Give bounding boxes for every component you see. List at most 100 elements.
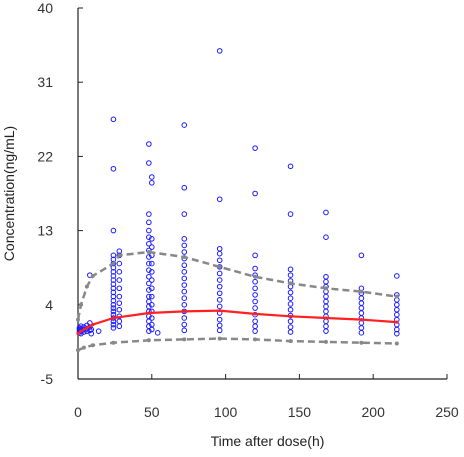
median-point bbox=[395, 320, 399, 324]
data-point bbox=[252, 298, 258, 305]
data-point bbox=[146, 280, 152, 287]
data-point bbox=[287, 301, 294, 307]
data-point bbox=[149, 277, 155, 283]
upper-point bbox=[394, 294, 399, 299]
upper-point bbox=[182, 254, 187, 259]
data-point bbox=[287, 289, 294, 296]
upper-point bbox=[288, 281, 293, 286]
lower-point bbox=[111, 340, 116, 345]
data-point bbox=[146, 273, 152, 280]
upper-point bbox=[117, 253, 122, 258]
data-point bbox=[252, 305, 258, 311]
upper-point bbox=[76, 317, 80, 322]
data-point bbox=[149, 321, 155, 328]
data-point bbox=[323, 234, 329, 240]
data-point bbox=[252, 285, 258, 292]
data-point bbox=[116, 277, 123, 283]
lower-point bbox=[217, 336, 222, 341]
data-point bbox=[149, 302, 155, 308]
median-point bbox=[288, 314, 293, 318]
median-point bbox=[85, 326, 89, 330]
lower-point bbox=[323, 339, 328, 344]
median-point bbox=[79, 329, 83, 333]
data-point bbox=[252, 278, 258, 285]
observed-points bbox=[76, 48, 400, 337]
data-point bbox=[358, 325, 365, 331]
lower-point bbox=[182, 337, 187, 342]
data-point bbox=[181, 269, 188, 275]
data-point bbox=[116, 285, 123, 292]
data-point bbox=[287, 324, 294, 330]
y-tick-label: 4 bbox=[45, 297, 53, 313]
x-tick-label: 0 bbox=[74, 404, 82, 420]
y-tick-label: -5 bbox=[41, 371, 54, 387]
data-point bbox=[181, 184, 188, 191]
y-axis-title: Concentration(ng/mL) bbox=[1, 126, 17, 261]
data-point bbox=[146, 219, 152, 226]
upper-point bbox=[90, 273, 95, 278]
data-point bbox=[116, 306, 123, 313]
data-point bbox=[216, 196, 223, 203]
data-point bbox=[181, 282, 188, 288]
data-point bbox=[394, 302, 400, 308]
data-point bbox=[216, 283, 223, 290]
data-point bbox=[216, 48, 223, 54]
x-tick-label: 100 bbox=[214, 404, 238, 420]
lower-point bbox=[394, 341, 399, 346]
data-point bbox=[181, 275, 188, 282]
data-point bbox=[358, 320, 365, 326]
upper-point bbox=[253, 274, 258, 279]
data-point bbox=[358, 252, 365, 259]
data-point bbox=[216, 277, 223, 283]
data-point bbox=[216, 290, 223, 297]
percentile-lines bbox=[76, 250, 399, 353]
data-point bbox=[358, 300, 365, 306]
lower-point bbox=[253, 337, 258, 342]
data-point bbox=[116, 293, 123, 300]
data-point bbox=[146, 267, 152, 273]
data-point bbox=[394, 311, 400, 318]
tick-marks bbox=[77, 7, 448, 380]
data-point bbox=[287, 318, 294, 325]
data-point bbox=[146, 234, 152, 240]
median-point bbox=[111, 316, 116, 320]
upper-line bbox=[76, 250, 397, 320]
data-point bbox=[216, 316, 223, 323]
data-point bbox=[181, 211, 188, 217]
data-point bbox=[181, 315, 188, 321]
data-point bbox=[216, 297, 223, 303]
axes bbox=[77, 8, 447, 380]
data-point bbox=[287, 211, 294, 217]
data-point bbox=[287, 329, 294, 335]
data-point bbox=[146, 287, 152, 293]
data-point bbox=[181, 327, 188, 334]
data-point bbox=[252, 265, 258, 272]
median-point bbox=[182, 309, 186, 313]
median-point bbox=[324, 316, 328, 320]
data-point bbox=[323, 308, 329, 315]
data-point bbox=[287, 266, 294, 273]
data-point bbox=[146, 227, 152, 234]
median-point bbox=[76, 332, 80, 336]
median-point bbox=[91, 322, 95, 327]
data-point bbox=[252, 190, 258, 197]
lower-point bbox=[359, 340, 364, 345]
data-point bbox=[358, 305, 365, 311]
data-point bbox=[323, 323, 329, 330]
x-tick-label: 150 bbox=[288, 404, 312, 420]
data-point bbox=[78, 323, 84, 330]
data-point bbox=[287, 306, 294, 313]
lower-point bbox=[76, 348, 80, 353]
data-point bbox=[216, 327, 223, 334]
data-point bbox=[116, 323, 123, 330]
x-tick-label: 200 bbox=[362, 404, 386, 420]
x-tick-label: 50 bbox=[144, 404, 160, 420]
upper-point bbox=[323, 286, 328, 291]
data-point bbox=[181, 262, 188, 269]
data-point bbox=[252, 323, 258, 330]
data-point bbox=[181, 242, 188, 249]
data-point bbox=[216, 322, 223, 329]
data-point bbox=[146, 254, 152, 260]
data-point bbox=[149, 315, 155, 321]
median-point bbox=[359, 318, 363, 322]
